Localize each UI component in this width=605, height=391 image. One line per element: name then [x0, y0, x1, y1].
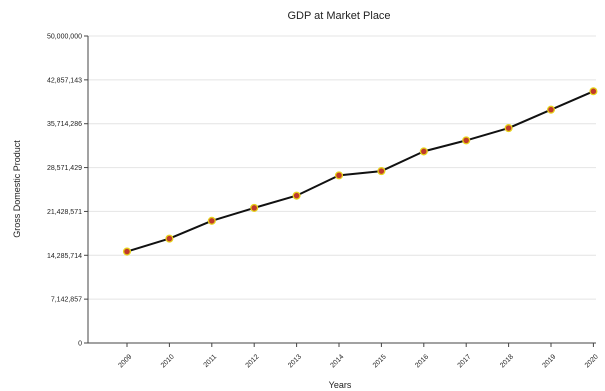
x-tick-label: 2012	[245, 353, 261, 369]
x-tick-label: 2016	[414, 353, 430, 369]
x-axis-title: Years	[329, 380, 352, 390]
x-tick-label: 2013	[287, 353, 303, 369]
data-point	[419, 147, 428, 156]
x-tick-label: 2011	[203, 353, 219, 369]
data-point	[292, 191, 301, 200]
series-layer	[122, 87, 598, 256]
y-tick-label: 7,142,857	[51, 297, 82, 304]
data-point	[207, 216, 216, 225]
y-tick-labels: 0 7,142,857 14,285,714 21,428,571 28,571,429…	[47, 34, 82, 348]
data-point	[589, 87, 598, 96]
data-point	[334, 171, 344, 180]
data-point	[165, 234, 174, 243]
x-tick-label: 2015	[372, 353, 388, 369]
x-tick-label: 2020	[584, 353, 600, 369]
series-line	[126, 90, 594, 253]
data-point	[122, 247, 132, 256]
x-tick-labels: 2009 2010 2011 2012 2013 2014 2015 2016 2017 2018…	[117, 353, 599, 369]
x-tick-label: 2019	[541, 353, 557, 369]
chart-title: GDP at Market Place	[287, 10, 390, 22]
data-point	[546, 105, 556, 114]
y-tick-label: 50,000,000	[47, 34, 82, 41]
data-point	[250, 203, 259, 212]
x-tick-label: 2010	[160, 353, 176, 369]
y-axis-title: Gross Domestic Product	[12, 140, 22, 238]
x-tick-label: 2014	[329, 353, 345, 369]
x-tick-label: 2009	[117, 353, 133, 369]
data-point	[504, 124, 513, 133]
data-point	[462, 136, 471, 145]
y-tick-label: 35,714,286	[47, 121, 82, 128]
data-point	[377, 167, 386, 176]
x-tick-label: 2018	[499, 353, 515, 369]
axes	[84, 35, 596, 347]
y-tick-label: 14,285,714	[47, 253, 82, 260]
y-tick-label: 21,428,571	[47, 209, 82, 216]
gridlines	[88, 35, 596, 300]
x-tick-label: 2017	[457, 353, 473, 369]
y-tick-label: 28,571,429	[47, 165, 82, 172]
y-tick-label: 42,857,143	[47, 77, 82, 84]
y-tick-label: 0	[78, 341, 82, 348]
